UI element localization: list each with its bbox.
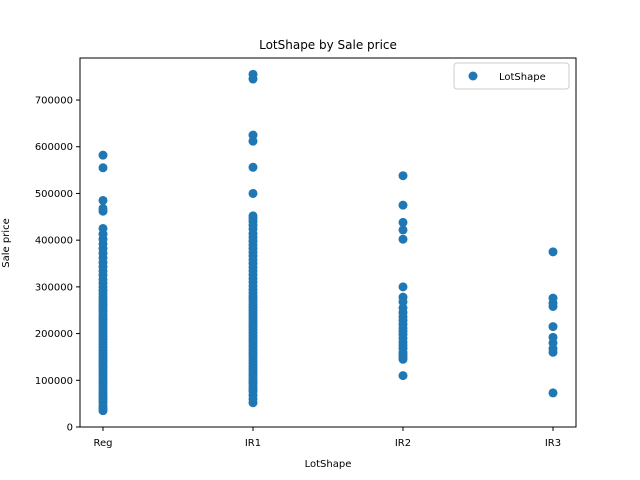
- data-point: [248, 211, 258, 221]
- data-point: [248, 162, 258, 172]
- plot-area: [79, 57, 577, 428]
- x-tick-label: IR2: [395, 438, 411, 449]
- data-point: [98, 195, 108, 205]
- legend-entry-label: LotShape: [499, 72, 546, 83]
- y-axis-ticks: 0 100000 200000 300000 400000 500000 600000 700…: [35, 96, 80, 434]
- y-axis-label: Sale price: [1, 218, 12, 267]
- data-point: [398, 292, 408, 302]
- data-point: [548, 332, 558, 342]
- data-point: [98, 203, 108, 213]
- data-point: [548, 322, 558, 332]
- x-tick-label: IR1: [245, 438, 261, 449]
- x-axis-label: LotShape: [305, 459, 352, 470]
- data-point: [398, 371, 408, 381]
- data-point: [398, 217, 408, 227]
- data-point: [398, 282, 408, 292]
- data-points: [98, 69, 558, 416]
- y-tick-label: 700000: [35, 96, 73, 107]
- data-point: [98, 163, 108, 173]
- y-tick-label: 0: [67, 423, 73, 434]
- y-tick-label: 400000: [35, 236, 73, 247]
- y-tick-label: 100000: [35, 376, 73, 387]
- plot-frame: [79, 57, 577, 428]
- x-tick-label: Reg: [94, 438, 113, 449]
- y-tick-label: 300000: [35, 282, 73, 293]
- data-point: [248, 69, 258, 79]
- data-point: [398, 200, 408, 210]
- data-point: [98, 150, 108, 160]
- data-point: [548, 247, 558, 257]
- chart-title: LotShape by Sale price: [259, 38, 397, 52]
- data-point: [398, 234, 408, 244]
- data-point: [398, 225, 408, 235]
- data-point: [398, 171, 408, 181]
- data-point: [248, 188, 258, 198]
- data-point: [548, 388, 558, 398]
- legend-box: [453, 62, 570, 90]
- y-tick-label: 200000: [35, 329, 73, 340]
- x-axis-ticks: Reg IR1 IR2 IR3: [94, 427, 561, 449]
- y-tick-label: 500000: [35, 189, 73, 200]
- legend-marker: [468, 71, 478, 81]
- legend: LotShape: [453, 62, 570, 90]
- data-point: [248, 130, 258, 140]
- data-point: [548, 293, 558, 303]
- data-point: [98, 223, 108, 233]
- y-tick-label: 600000: [35, 142, 73, 153]
- x-tick-label: IR3: [545, 438, 561, 449]
